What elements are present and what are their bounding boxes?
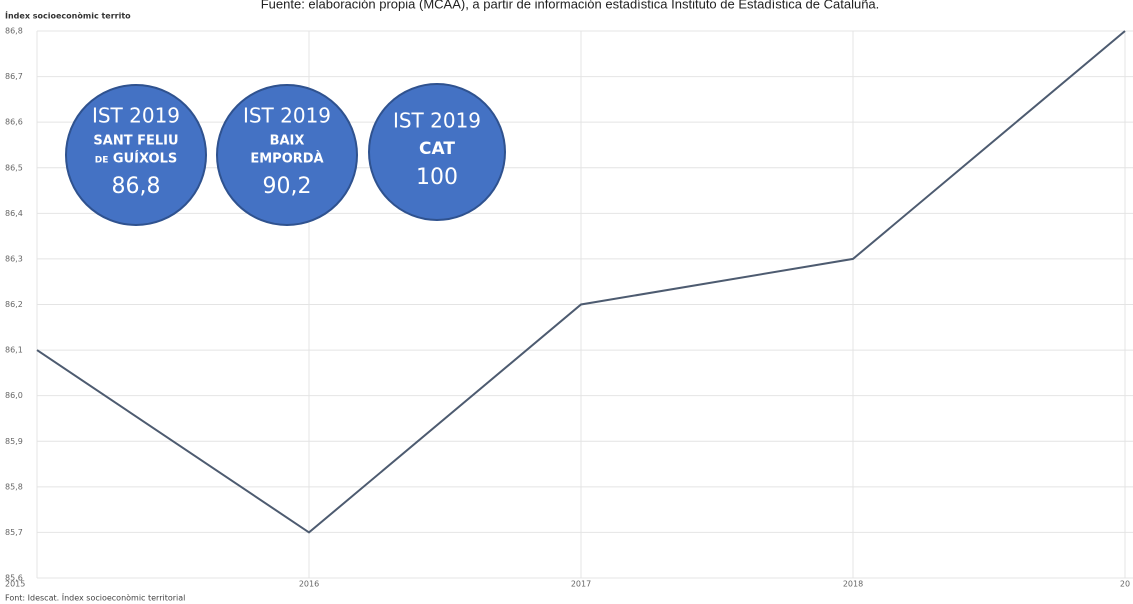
y-tick-label: 85,6 [5, 574, 23, 583]
x-tick-label: 2016 [299, 580, 319, 589]
x-tick-label: 2015 [5, 580, 25, 589]
badge-circle [368, 83, 506, 221]
badge-text: IST 2019 [393, 109, 481, 133]
y-tick-label: 86,5 [5, 163, 23, 172]
y-axis-label: Índex socioeconòmic territo [5, 10, 131, 21]
badge-text: IST 2019 [92, 104, 180, 128]
badge-text: 86,8 [112, 174, 161, 199]
annotation-badge: IST 2019 BAIX EMPORDÀ 90,2 [216, 84, 358, 226]
badge-text: EMPORDÀ [250, 151, 323, 167]
source-note: Fuente: elaboración propia (MCAA), a par… [261, 0, 880, 11]
y-tick-label: 85,8 [5, 482, 23, 491]
y-tick-label: 86,3 [5, 254, 23, 263]
badge-text: IST 2019 [243, 104, 331, 128]
badge-text: 90,2 [263, 174, 312, 199]
badge-circle [216, 84, 358, 226]
x-tick-label: 2017 [571, 580, 591, 589]
badge-text: CAT [419, 139, 455, 159]
y-tick-label: 86,0 [5, 391, 23, 400]
y-tick-label: 85,7 [5, 528, 23, 537]
y-tick-label: 86,6 [5, 118, 23, 127]
annotation-badge: IST 2019 SANT FELIU de GUÍXOLS 86,8 [65, 84, 207, 226]
x-tick-label: 20 [1120, 580, 1130, 589]
badge-circle [65, 84, 207, 226]
footer: Font: Idescat. Índex socioeconòmic terri… [5, 592, 185, 603]
y-tick-label: 86,1 [5, 346, 23, 355]
y-tick-label: 85,9 [5, 437, 23, 446]
badge-text: BAIX [270, 134, 305, 149]
x-tick-label: 2018 [843, 580, 863, 589]
series-line [36, 30, 1126, 534]
badge-text: 100 [416, 165, 458, 190]
annotation-badge: IST 2019 CAT 100 [368, 83, 506, 221]
y-tick-label: 86,7 [5, 72, 23, 81]
badge-text: SANT FELIU [93, 134, 178, 149]
badge-text: de GUÍXOLS [95, 151, 177, 167]
y-tick-label: 86,4 [5, 209, 23, 218]
y-tick-label: 86,8 [5, 27, 23, 36]
y-tick-label: 86,2 [5, 300, 23, 309]
